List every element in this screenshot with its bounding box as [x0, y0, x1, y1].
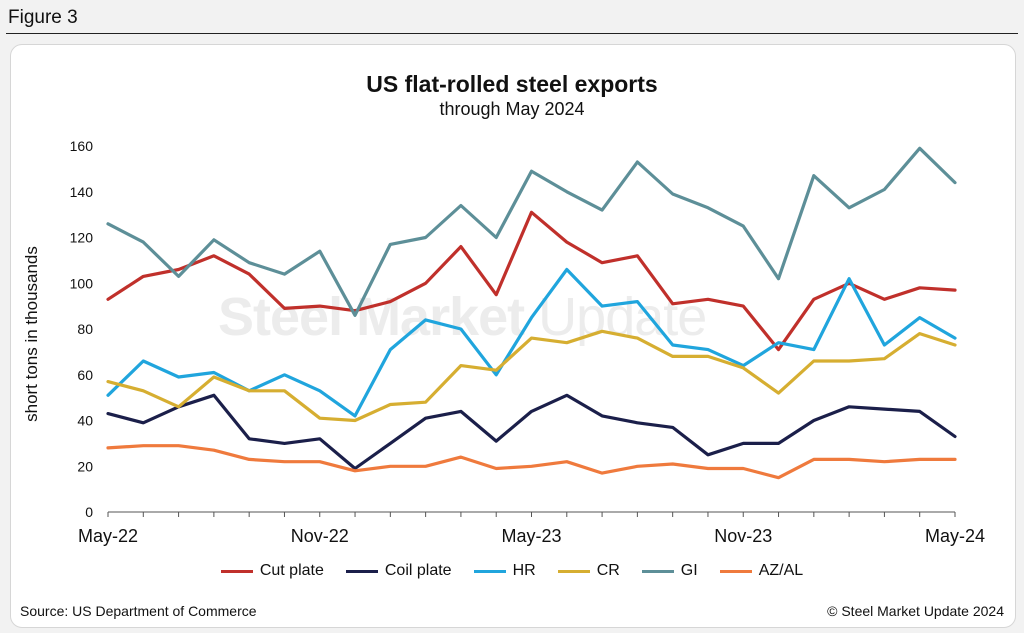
chart-card	[10, 44, 1016, 628]
x-tick-label: Nov-22	[291, 526, 349, 546]
source-note: Source: US Department of Commerce	[20, 603, 257, 619]
legend-item: HR	[473, 562, 536, 580]
divider-line	[6, 33, 1018, 34]
series-line-gi	[106, 146, 957, 317]
legend-label: GI	[680, 562, 698, 579]
legend-label: Coil plate	[384, 562, 452, 579]
legend-label: CR	[596, 562, 620, 579]
y-tick-label: 140	[70, 184, 94, 200]
figure-label: Figure 3	[8, 7, 78, 28]
legend-swatch	[220, 569, 253, 573]
y-tick-label: 100	[70, 275, 94, 291]
y-tick-label: 80	[77, 321, 93, 337]
series-line-az-al	[106, 444, 957, 480]
chart-title: US flat-rolled steel exports	[366, 71, 658, 97]
copyright-note: © Steel Market Update 2024	[827, 603, 1004, 619]
legend-item: Cut plate	[220, 562, 324, 580]
legend-label: HR	[512, 562, 536, 579]
y-tick-label: 20	[77, 458, 93, 474]
legend-swatch	[641, 569, 674, 573]
y-tick-label: 60	[77, 367, 93, 383]
y-tick-label: 40	[77, 413, 93, 429]
series-line-cut-plate	[106, 210, 957, 352]
legend-item: AZ/AL	[719, 562, 804, 580]
legend-item: Coil plate	[345, 562, 452, 580]
legend-item: GI	[641, 562, 698, 580]
series-line-cr	[106, 329, 957, 423]
chart-subtitle: through May 2024	[439, 99, 585, 119]
legend-swatch	[719, 569, 752, 573]
legend-label: Cut plate	[259, 562, 324, 579]
y-tick-label: 160	[70, 138, 94, 154]
legend-swatch	[473, 569, 506, 573]
x-tick-label: May-23	[501, 526, 561, 546]
watermark-logo: Steel Market Update	[218, 287, 707, 347]
y-tick-label: 120	[70, 230, 94, 246]
legend-swatch	[557, 569, 590, 573]
x-tick-label: Nov-23	[714, 526, 772, 546]
legend-swatch	[345, 569, 378, 573]
x-tick-label: May-24	[925, 526, 985, 546]
legend-item: CR	[557, 562, 620, 580]
y-tick-label: 0	[85, 504, 93, 520]
x-tick-label: May-22	[78, 526, 138, 546]
chart-legend: Cut plate Coil plate HR CR GI AZ/AL	[0, 562, 1024, 580]
legend-label: AZ/AL	[758, 562, 804, 579]
series-line-coil-plate	[106, 393, 957, 471]
